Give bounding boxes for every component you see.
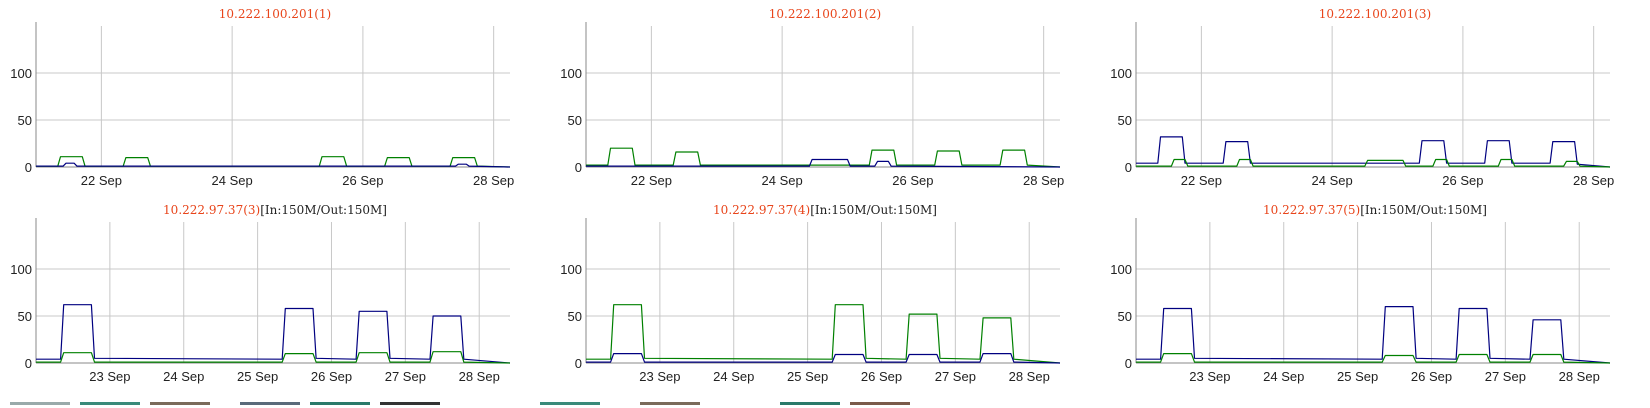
cutoff-swatch <box>150 402 210 405</box>
x-tick-label: 26 Sep <box>1411 369 1452 384</box>
series-line-0 <box>36 304 511 364</box>
chart-panel: 10.222.97.37(4)[In:150M/Out:150M] 0 50 100 2… <box>550 196 1100 400</box>
cutoff-swatch <box>240 402 300 405</box>
chart-title: 10.222.100.201(3) <box>1319 7 1431 21</box>
chart-panel: 10.222.100.201(2) 0 50 100 22 Sep 24 Sep 26 Se… <box>550 0 1100 204</box>
series-line-1 <box>1136 353 1611 364</box>
x-tick-label: 27 Sep <box>935 369 976 384</box>
chart-svg: 10.222.100.201(3) 0 50 100 22 Sep 24 Sep 26 Se… <box>1110 7 1614 188</box>
x-tick-label: 28 Sep <box>1009 369 1050 384</box>
x-tick-label: 28 Sep <box>473 173 514 188</box>
x-tick-label: 23 Sep <box>1189 369 1230 384</box>
cutoff-swatch <box>310 402 370 405</box>
cutoff-swatch <box>380 402 440 405</box>
scrolled-content-edge <box>0 402 1650 408</box>
y-tick-label: 0 <box>575 160 582 175</box>
x-tick-label: 26 Sep <box>342 173 383 188</box>
x-tick-label: 24 Sep <box>163 369 204 384</box>
x-tick-label: 24 Sep <box>762 173 803 188</box>
series-line-0 <box>586 304 1061 364</box>
chart-svg: 10.222.97.37(4)[In:150M/Out:150M] 0 50 100 2… <box>560 203 1061 384</box>
x-tick-label: 26 Sep <box>892 173 933 188</box>
cutoff-swatch <box>80 402 140 405</box>
y-tick-label: 50 <box>1118 309 1132 324</box>
y-tick-label: 0 <box>1125 160 1132 175</box>
cutoff-swatch <box>640 402 700 405</box>
x-tick-label: 25 Sep <box>787 369 828 384</box>
chart-title-host: 10.222.100.201(1) <box>219 7 331 21</box>
chart-svg: 10.222.97.37(3)[In:150M/Out:150M] 0 50 100 2… <box>10 203 511 384</box>
y-tick-label: 100 <box>1110 66 1132 81</box>
chart-svg: 10.222.100.201(1) 0 50 100 22 Sep 24 Sep 26 Se… <box>10 7 514 188</box>
chart-title-host: 10.222.97.37(5) <box>1263 203 1360 217</box>
y-tick-label: 50 <box>568 309 582 324</box>
chart-title: 10.222.97.37(4)[In:150M/Out:150M] <box>713 203 937 217</box>
y-tick-label: 100 <box>560 66 582 81</box>
chart-title: 10.222.100.201(1) <box>219 7 331 21</box>
chart-title-bandwidth: [In:150M/Out:150M] <box>260 203 387 217</box>
y-tick-label: 50 <box>18 113 32 128</box>
series-line-0 <box>36 156 511 168</box>
y-tick-label: 0 <box>1125 356 1132 371</box>
x-tick-label: 26 Sep <box>311 369 352 384</box>
x-tick-label: 28 Sep <box>459 369 500 384</box>
x-tick-label: 22 Sep <box>1181 173 1222 188</box>
cutoff-swatch <box>780 402 840 405</box>
series-line-0 <box>586 147 1061 168</box>
chart-title-host: 10.222.100.201(2) <box>769 7 881 21</box>
chart-title-host: 10.222.97.37(4) <box>713 203 810 217</box>
x-tick-label: 25 Sep <box>237 369 278 384</box>
chart-title: 10.222.100.201(2) <box>769 7 881 21</box>
x-tick-label: 27 Sep <box>385 369 426 384</box>
chart-title: 10.222.97.37(3)[In:150M/Out:150M] <box>163 203 387 217</box>
series-line-0 <box>1136 305 1611 364</box>
x-tick-label: 24 Sep <box>1312 173 1353 188</box>
x-tick-label: 24 Sep <box>713 369 754 384</box>
y-tick-label: 50 <box>1118 113 1132 128</box>
x-tick-label: 23 Sep <box>639 369 680 384</box>
y-tick-label: 0 <box>25 356 32 371</box>
series-line-1 <box>586 353 1061 364</box>
chart-panel: 10.222.97.37(3)[In:150M/Out:150M] 0 50 100 2… <box>0 196 550 400</box>
chart-panel: 10.222.100.201(3) 0 50 100 22 Sep 24 Sep 26 Se… <box>1100 0 1650 204</box>
x-tick-label: 25 Sep <box>1337 369 1378 384</box>
x-tick-label: 22 Sep <box>631 173 672 188</box>
y-tick-label: 100 <box>10 66 32 81</box>
series-line-1 <box>36 351 511 364</box>
x-tick-label: 28 Sep <box>1023 173 1064 188</box>
y-tick-label: 100 <box>560 262 582 277</box>
chart-title-bandwidth: [In:150M/Out:150M] <box>1360 203 1487 217</box>
x-tick-label: 27 Sep <box>1485 369 1526 384</box>
x-tick-label: 23 Sep <box>89 369 130 384</box>
x-tick-label: 24 Sep <box>1263 369 1304 384</box>
cutoff-swatch <box>10 402 70 405</box>
chart-title: 10.222.97.37(5)[In:150M/Out:150M] <box>1263 203 1487 217</box>
x-tick-label: 22 Sep <box>81 173 122 188</box>
y-tick-label: 50 <box>568 113 582 128</box>
x-tick-label: 26 Sep <box>861 369 902 384</box>
y-tick-label: 0 <box>575 356 582 371</box>
y-tick-label: 0 <box>25 160 32 175</box>
series-line-1 <box>1136 158 1611 168</box>
x-tick-label: 26 Sep <box>1442 173 1483 188</box>
chart-title-host: 10.222.100.201(3) <box>1319 7 1431 21</box>
series-line-1 <box>36 162 511 168</box>
chart-svg: 10.222.97.37(5)[In:150M/Out:150M] 0 50 100 2… <box>1110 203 1611 384</box>
series-line-0 <box>1136 136 1611 168</box>
chart-panel: 10.222.97.37(5)[In:150M/Out:150M] 0 50 100 2… <box>1100 196 1650 400</box>
y-tick-label: 100 <box>1110 262 1132 277</box>
cutoff-swatch <box>540 402 600 405</box>
x-tick-label: 28 Sep <box>1573 173 1614 188</box>
chart-panel: 10.222.100.201(1) 0 50 100 22 Sep 24 Sep 26 Se… <box>0 0 550 204</box>
y-tick-label: 100 <box>10 262 32 277</box>
x-tick-label: 24 Sep <box>212 173 253 188</box>
cutoff-swatch <box>850 402 910 405</box>
chart-title-bandwidth: [In:150M/Out:150M] <box>810 203 937 217</box>
chart-svg: 10.222.100.201(2) 0 50 100 22 Sep 24 Sep 26 Se… <box>560 7 1064 188</box>
chart-title-host: 10.222.97.37(3) <box>163 203 260 217</box>
series-line-1 <box>586 158 1061 168</box>
x-tick-label: 28 Sep <box>1559 369 1600 384</box>
y-tick-label: 50 <box>18 309 32 324</box>
